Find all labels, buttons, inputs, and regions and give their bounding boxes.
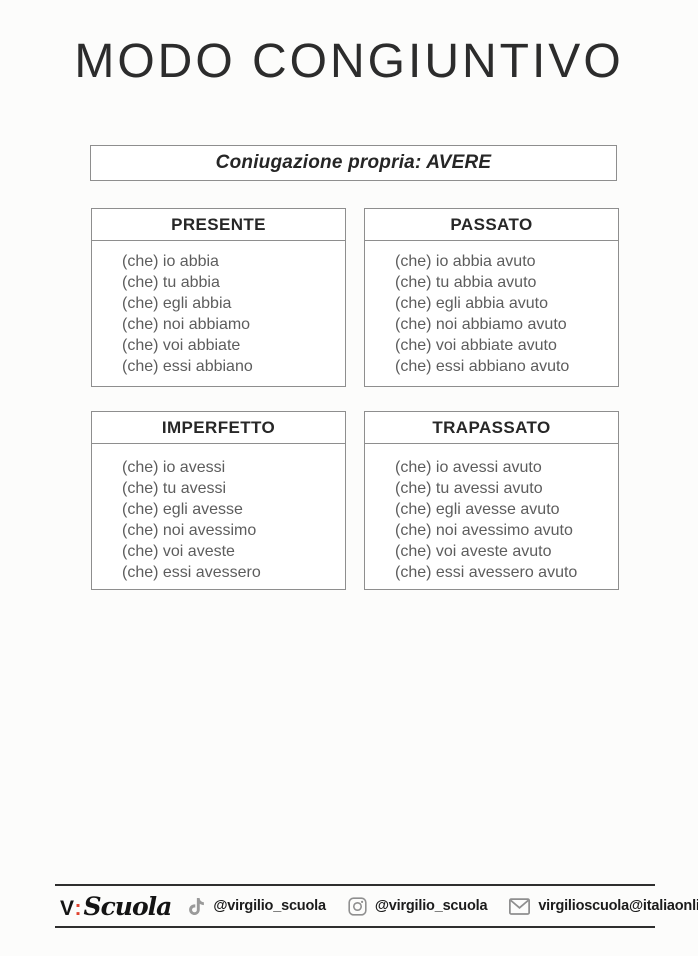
conjugation-line: (che) essi avessero avuto — [395, 564, 578, 581]
vscuola-logo: V : Scuola — [60, 891, 173, 921]
conjugation-line: (che) voi aveste — [122, 543, 235, 560]
table-body: (che) io abbia avuto (che) tu abbia avut… — [365, 241, 618, 377]
conjugation-line: (che) io avessi — [122, 459, 226, 476]
conjugation-line: (che) egli abbia — [122, 295, 232, 312]
subtitle-banner: Coniugazione propria: AVERE — [90, 145, 617, 181]
page-title: MODO CONGIUNTIVO — [74, 35, 624, 88]
table-passato: PASSATO (che) io abbia avuto (che) tu ab… — [364, 208, 619, 387]
footer-rule-top — [55, 884, 655, 886]
instagram-handle: @virgilio_scuola — [374, 898, 488, 914]
conjugation-line: (che) tu abbia — [122, 274, 220, 291]
table-trapassato: TRAPASSATO (che) io avessi avuto (che) t… — [364, 411, 619, 590]
conjugation-line: (che) noi avessimo — [122, 522, 257, 539]
conjugation-line: (che) noi abbiamo avuto — [395, 316, 567, 333]
table-body: (che) io avessi avuto (che) tu avessi av… — [365, 444, 618, 583]
table-body: (che) io avessi (che) tu avessi (che) eg… — [92, 444, 345, 583]
table-header: TRAPASSATO — [365, 412, 618, 444]
table-presente: PRESENTE (che) io abbia (che) tu abbia (… — [91, 208, 346, 387]
mail-icon — [509, 897, 531, 915]
footer: V : Scuola @virgilio_scuola @virgilio_sc… — [60, 887, 698, 925]
instagram-contact: @virgilio_scuola — [348, 896, 488, 916]
conjugation-line: (che) noi avessimo avuto — [395, 522, 573, 539]
conjugation-line: (che) voi abbiate avuto — [395, 337, 557, 354]
instagram-icon — [348, 896, 367, 916]
email-contact: virgilioscuola@italiaonline.it — [509, 897, 698, 915]
subtitle-text: Coniugazione propria: AVERE — [215, 152, 492, 173]
conjugation-line: (che) essi abbiano avuto — [395, 358, 570, 375]
conjugation-line: (che) egli avesse avuto — [395, 501, 560, 518]
email-address: virgilioscuola@italiaonline.it — [538, 898, 698, 914]
logo-v-text: V — [60, 896, 74, 920]
table-header: PRESENTE — [92, 209, 345, 241]
conjugation-line: (che) noi abbiamo — [122, 316, 251, 333]
tiktok-handle: @virgilio_scuola — [213, 898, 326, 914]
table-imperfetto: IMPERFETTO (che) io avessi (che) tu aves… — [91, 411, 346, 590]
logo-colon-text: : — [74, 896, 82, 920]
conjugation-line: (che) io abbia avuto — [395, 253, 536, 270]
conjugation-line: (che) egli abbia avuto — [395, 295, 548, 312]
logo-scuola-text: Scuola — [83, 891, 173, 921]
table-header: IMPERFETTO — [92, 412, 345, 444]
conjugation-line: (che) tu avessi — [122, 480, 227, 497]
footer-rule-bottom — [55, 926, 655, 928]
conjugation-line: (che) io avessi avuto — [395, 459, 542, 476]
conjugation-line: (che) io abbia — [122, 253, 219, 270]
table-header: PASSATO — [365, 209, 618, 241]
conjugation-line: (che) tu abbia avuto — [395, 274, 537, 291]
table-body: (che) io abbia (che) tu abbia (che) egli… — [92, 241, 345, 377]
conjugation-line: (che) voi abbiate — [122, 337, 241, 354]
tiktok-icon — [188, 897, 205, 916]
conjugation-line: (che) essi abbiano — [122, 358, 253, 375]
conjugation-line: (che) voi aveste avuto — [395, 543, 552, 560]
conjugation-line: (che) egli avesse — [122, 501, 243, 518]
conjugation-line: (che) tu avessi avuto — [395, 480, 543, 497]
tiktok-contact: @virgilio_scuola — [188, 897, 326, 916]
conjugation-line: (che) essi avessero — [122, 564, 261, 581]
